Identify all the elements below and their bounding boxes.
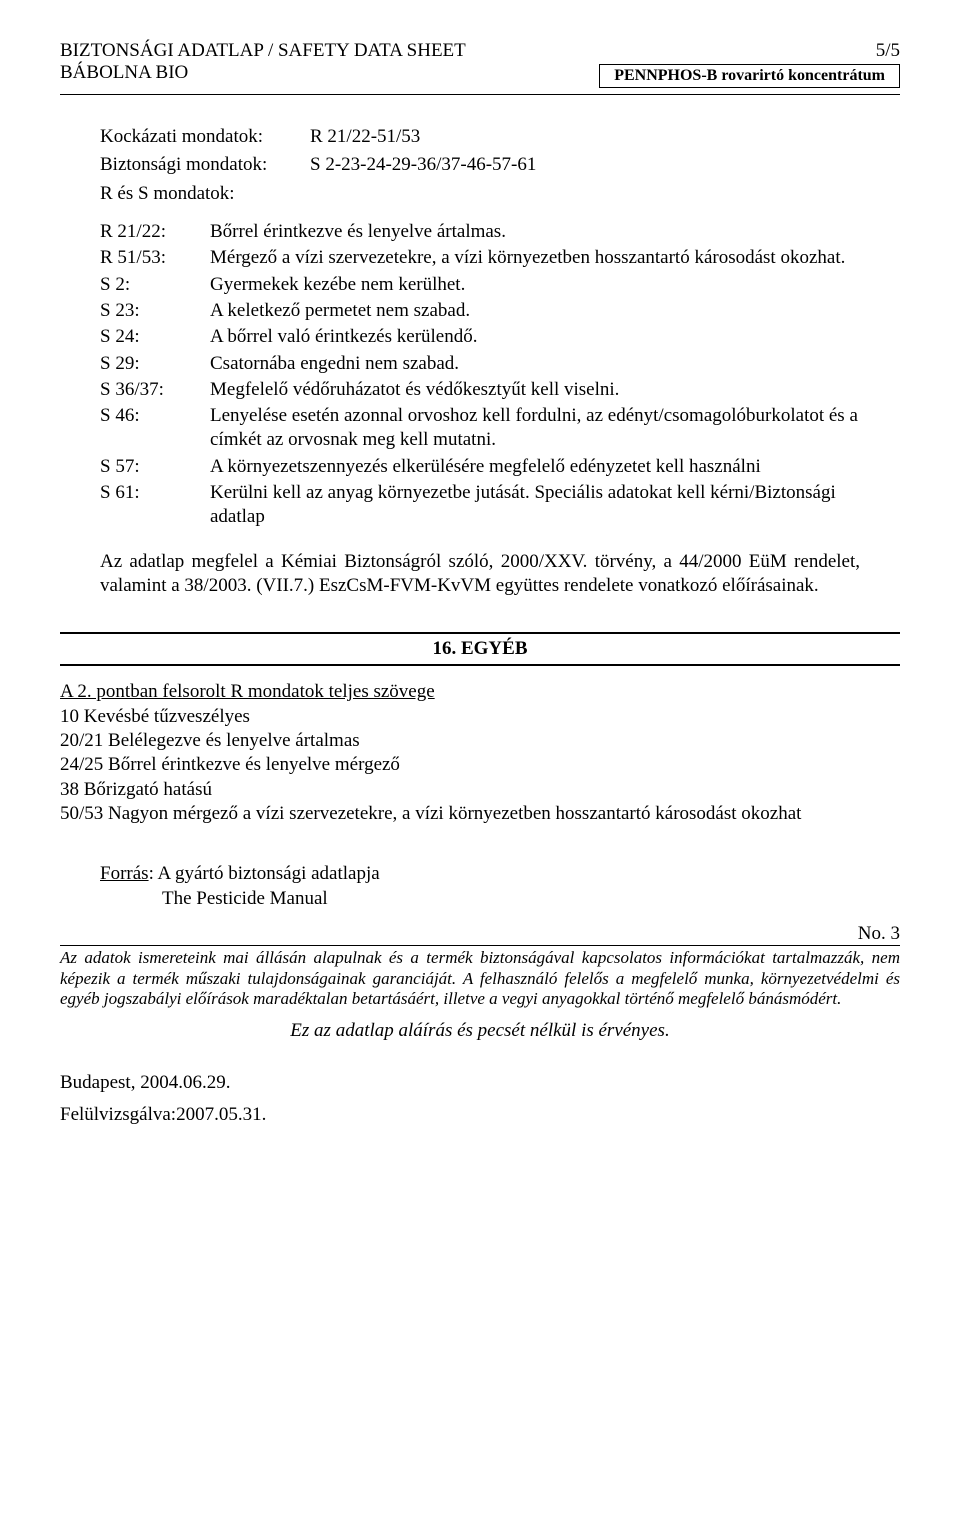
section-rule-bottom: [60, 664, 900, 666]
validity-note: Ez az adatlap aláírás és pecsét nélkül i…: [60, 1020, 900, 1042]
phrase-text: Kerülni kell az anyag környezetbe jutásá…: [210, 481, 860, 530]
document-page: BIZTONSÁGI ADATLAP / SAFETY DATA SHEET B…: [0, 0, 960, 1176]
phrase-row: S 36/37:Megfelelő védőruházatot és védők…: [100, 378, 860, 402]
header-title: BIZTONSÁGI ADATLAP / SAFETY DATA SHEET: [60, 40, 599, 62]
page-number: 5/5: [599, 40, 900, 62]
header-right: 5/5 PENNPHOS-B rovarirtó koncentrátum: [599, 40, 900, 88]
dates-block: Budapest, 2004.06.29. Felülvizsgálva:200…: [60, 1072, 900, 1126]
biztonsagi-row: Biztonsági mondatok: S 2-23-24-29-36/37-…: [100, 153, 860, 177]
phrase-text: Gyermekek kezébe nem kerülhet.: [210, 273, 860, 297]
phrase-row: S 46:Lenyelése esetén azonnal orvoshoz k…: [100, 404, 860, 453]
phrase-text: Mérgező a vízi szervezetekre, a vízi kör…: [210, 246, 860, 270]
phrase-text: A környezetszennyezés elkerülésére megfe…: [210, 455, 860, 479]
content: Kockázati mondatok: R 21/22-51/53 Bizton…: [60, 95, 900, 598]
phrase-row: R 21/22:Bőrrel érintkezve és lenyelve ár…: [100, 220, 860, 244]
r-full-item: 50/53 Nagyon mérgező a vízi szervezetekr…: [60, 802, 900, 826]
phrase-code: S 36/37:: [100, 378, 210, 402]
phrase-row: S 61:Kerülni kell az anyag környezetbe j…: [100, 481, 860, 530]
biztonsagi-value: S 2-23-24-29-36/37-46-57-61: [310, 153, 860, 177]
phrase-code: S 57:: [100, 455, 210, 479]
phrase-list: R 21/22:Bőrrel érintkezve és lenyelve ár…: [100, 220, 860, 530]
header: BIZTONSÁGI ADATLAP / SAFETY DATA SHEET B…: [60, 40, 900, 88]
phrase-text: A keletkező permetet nem szabad.: [210, 299, 860, 323]
revised-date: Felülvizsgálva:2007.05.31.: [60, 1104, 900, 1126]
compliance-text: Az adatlap megfelel a Kémiai Biztonságró…: [100, 550, 860, 599]
revision-number: No. 3: [60, 923, 900, 945]
phrase-code: S 61:: [100, 481, 210, 530]
biztonsagi-label: Biztonsági mondatok:: [100, 153, 310, 177]
phrase-code: S 2:: [100, 273, 210, 297]
phrase-row: S 29:Csatornába engedni nem szabad.: [100, 352, 860, 376]
product-name-box: PENNPHOS-B rovarirtó koncentrátum: [599, 64, 900, 88]
source-line2: The Pesticide Manual: [100, 887, 900, 911]
phrase-row: S 57:A környezetszennyezés elkerülésére …: [100, 455, 860, 479]
phrase-code: R 21/22:: [100, 220, 210, 244]
r-full-item: 38 Bőrizgató hatású: [60, 778, 900, 802]
phrase-text: A bőrrel való érintkezés kerülendő.: [210, 325, 860, 349]
phrase-code: R 51/53:: [100, 246, 210, 270]
phrase-code: S 23:: [100, 299, 210, 323]
source-label: Forrás: [100, 863, 149, 884]
r-full-item: 10 Kevésbé tűzveszélyes: [60, 705, 900, 729]
r-phrases-full: A 2. pontban felsorolt R mondatok teljes…: [60, 680, 900, 826]
source-block: Forrás: A gyártó biztonsági adatlapja Th…: [60, 862, 900, 911]
phrase-text: Bőrrel érintkezve és lenyelve ártalmas.: [210, 220, 860, 244]
phrase-row: S 2:Gyermekek kezébe nem kerülhet.: [100, 273, 860, 297]
header-company: BÁBOLNA BIO: [60, 62, 599, 84]
phrase-row: S 24:A bőrrel való érintkezés kerülendő.: [100, 325, 860, 349]
issued-date: Budapest, 2004.06.29.: [60, 1072, 900, 1094]
res-mondatok-label: R és S mondatok:: [100, 182, 860, 206]
section16-title: 16. EGYÉB: [60, 634, 900, 664]
phrase-code: S 46:: [100, 404, 210, 453]
phrase-row: R 51/53:Mérgező a vízi szervezetekre, a …: [100, 246, 860, 270]
phrase-row: S 23:A keletkező permetet nem szabad.: [100, 299, 860, 323]
r-full-item: 24/25 Bőrrel érintkezve és lenyelve mérg…: [60, 753, 900, 777]
kockazati-label: Kockázati mondatok:: [100, 125, 310, 149]
kockazati-value: R 21/22-51/53: [310, 125, 860, 149]
r-full-heading: A 2. pontban felsorolt R mondatok teljes…: [60, 680, 900, 704]
header-left: BIZTONSÁGI ADATLAP / SAFETY DATA SHEET B…: [60, 40, 599, 84]
phrase-code: S 24:: [100, 325, 210, 349]
r-full-item: 20/21 Belélegezve és lenyelve ártalmas: [60, 729, 900, 753]
source-line1: : A gyártó biztonsági adatlapja: [149, 863, 380, 884]
phrase-code: S 29:: [100, 352, 210, 376]
phrase-text: Lenyelése esetén azonnal orvoshoz kell f…: [210, 404, 860, 453]
disclaimer: Az adatok ismereteink mai állásán alapul…: [60, 945, 900, 1010]
phrase-text: Megfelelő védőruházatot és védőkesztyűt …: [210, 378, 860, 402]
phrase-text: Csatornába engedni nem szabad.: [210, 352, 860, 376]
kockazati-row: Kockázati mondatok: R 21/22-51/53: [100, 125, 860, 149]
